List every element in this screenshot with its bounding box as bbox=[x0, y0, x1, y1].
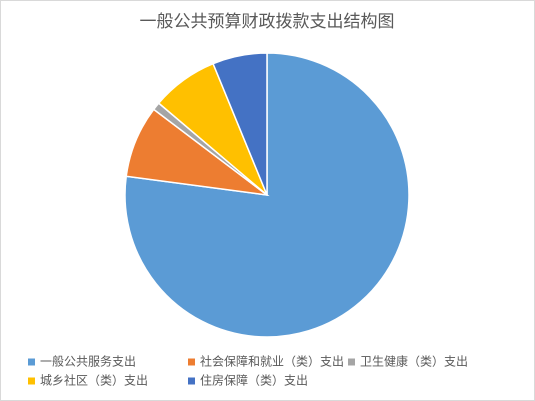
legend-label: 住房保障（类）支出 bbox=[200, 373, 308, 388]
pie-slice bbox=[212, 52, 268, 196]
legend-swatch bbox=[28, 358, 35, 366]
legend-label: 城乡社区（类）支出 bbox=[40, 373, 148, 388]
legend-swatch bbox=[348, 358, 355, 366]
legend-swatch bbox=[188, 377, 195, 385]
legend-label: 卫生健康（类）支出 bbox=[360, 354, 468, 369]
legend-label: 社会保障和就业（类）支出 bbox=[200, 354, 344, 369]
pie-slice bbox=[124, 52, 410, 338]
chart-title: 一般公共预算财政拨款支出结构图 bbox=[140, 12, 395, 32]
legend-swatch bbox=[28, 377, 35, 385]
legend-swatch bbox=[188, 358, 195, 366]
legend-label: 一般公共服务支出 bbox=[40, 354, 136, 369]
